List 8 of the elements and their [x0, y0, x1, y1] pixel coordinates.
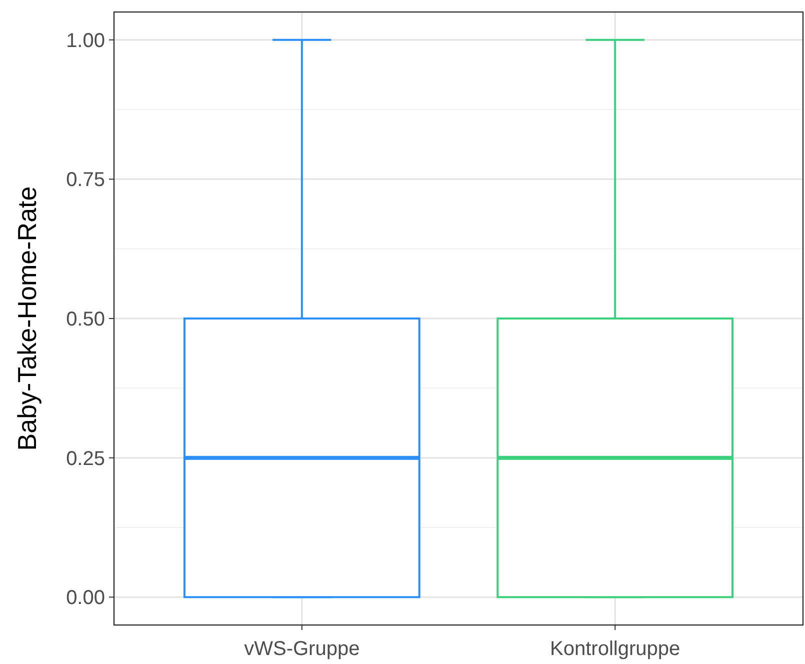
y-tick-label: 0.50 — [66, 308, 105, 330]
y-axis-title: Baby-Take-Home-Rate — [12, 186, 42, 451]
x-tick-label: vWS-Gruppe — [244, 638, 360, 660]
y-tick-label: 0.75 — [66, 169, 105, 192]
y-tick-label: 0.25 — [66, 448, 105, 470]
x-tick-label: Kontrollgruppe — [550, 638, 680, 660]
y-tick-label: 0.00 — [66, 587, 105, 610]
y-tick-label: 1.00 — [66, 30, 105, 52]
